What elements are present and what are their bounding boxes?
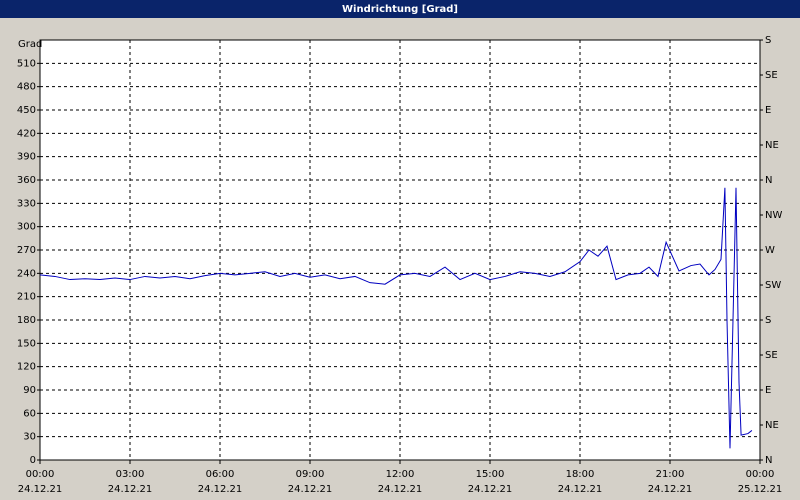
x-tick-label: 09:00 [296, 469, 325, 480]
x-tick-date: 24.12.21 [558, 484, 603, 495]
y2-tick-label: NW [765, 210, 782, 221]
y2-tick-label: N [765, 175, 772, 186]
x-tick-date: 24.12.21 [468, 484, 513, 495]
y-tick-label: 270 [17, 245, 36, 256]
chart-title: Windrichtung [Grad] [342, 4, 458, 15]
y2-tick-label: W [765, 245, 775, 256]
y2-tick-label: NE [765, 140, 779, 151]
x-tick-date: 24.12.21 [288, 484, 333, 495]
y-tick-label: 240 [17, 268, 36, 279]
y2-tick-label: S [765, 35, 771, 46]
y-tick-label: 0 [30, 455, 36, 466]
y2-tick-label: NE [765, 420, 779, 431]
y-tick-label: 510 [17, 58, 36, 69]
x-tick-label: 06:00 [206, 469, 235, 480]
y-axis-label: Grad [18, 39, 42, 50]
x-tick-label: 12:00 [386, 469, 415, 480]
x-tick-label: 00:00 [746, 469, 775, 480]
y-tick-label: 210 [17, 292, 36, 303]
x-tick-date: 25.12.21 [738, 484, 783, 495]
y-tick-label: 390 [17, 152, 36, 163]
y-tick-label: 180 [17, 315, 36, 326]
y2-tick-label: SW [765, 280, 781, 291]
y-tick-label: 360 [17, 175, 36, 186]
y-tick-label: 60 [23, 408, 36, 419]
y-tick-label: 420 [17, 128, 36, 139]
y-tick-label: 480 [17, 82, 36, 93]
title-bar [0, 0, 800, 18]
data-line [39, 187, 753, 449]
x-tick-label: 03:00 [116, 469, 145, 480]
y-tick-label: 150 [17, 338, 36, 349]
y-tick-label: 90 [23, 385, 36, 396]
x-tick-date: 24.12.21 [108, 484, 153, 495]
x-tick-label: 18:00 [566, 469, 595, 480]
x-tick-date: 24.12.21 [378, 484, 423, 495]
y-tick-label: 450 [17, 105, 36, 116]
y2-tick-label: S [765, 315, 771, 326]
y-tick-label: 120 [17, 362, 36, 373]
x-tick-label: 15:00 [476, 469, 505, 480]
y2-tick-label: N [765, 455, 772, 466]
y2-tick-label: E [765, 105, 771, 116]
x-tick-label: 21:00 [656, 469, 685, 480]
x-tick-label: 00:00 [26, 469, 55, 480]
y2-tick-label: E [765, 385, 771, 396]
x-tick-date: 24.12.21 [648, 484, 693, 495]
y-tick-label: 330 [17, 198, 36, 209]
y2-tick-label: SE [765, 350, 778, 361]
y2-tick-label: SE [765, 70, 778, 81]
x-tick-date: 24.12.21 [198, 484, 243, 495]
y-tick-label: 300 [17, 222, 36, 233]
y-tick-label: 30 [23, 432, 36, 443]
x-tick-date: 24.12.21 [18, 484, 63, 495]
